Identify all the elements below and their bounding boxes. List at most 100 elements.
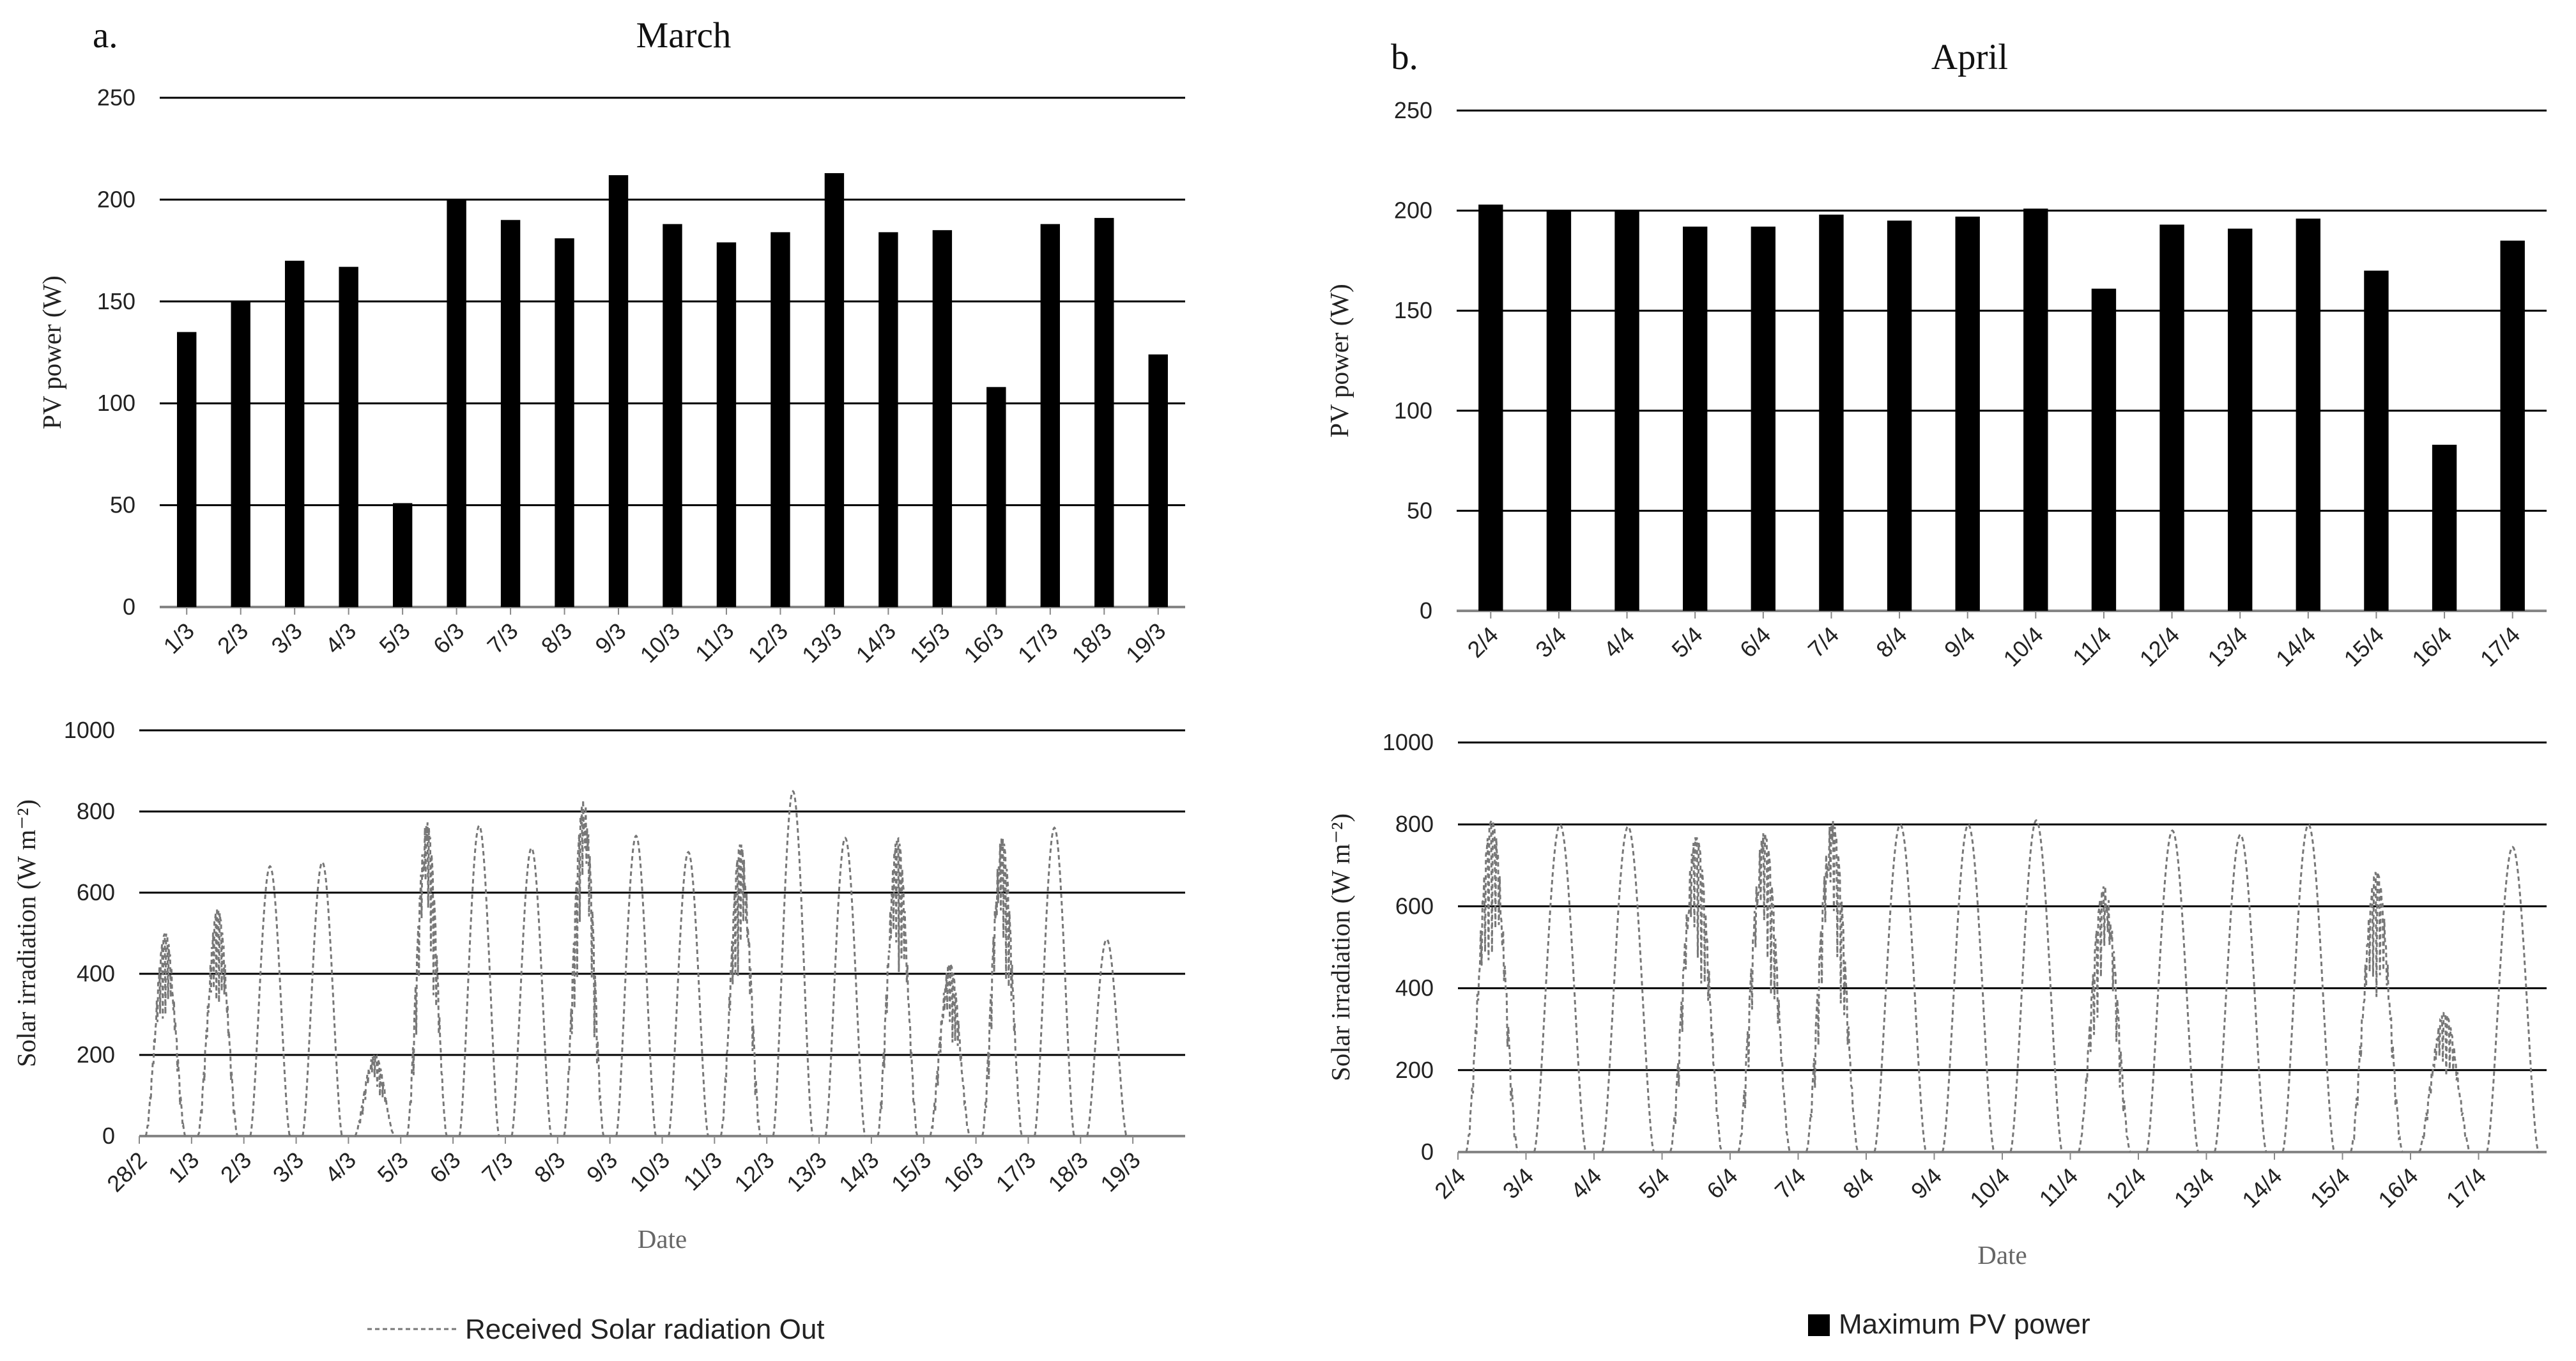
b-bars-bar (1614, 210, 1639, 611)
b-bars-bar (1955, 216, 1980, 611)
b-bars-bar (2364, 270, 2389, 611)
b-irr-x-tick-label: 5/4 (1634, 1163, 1675, 1204)
a-bars-x-tick-label: 11/3 (690, 618, 739, 667)
b-bars-x-tick-label: 7/4 (1803, 622, 1844, 663)
legend-line-label: Received Solar radiation Out (465, 1314, 825, 1345)
b-bars-y-axis-label: PV power (W) (1324, 284, 1354, 438)
b-bars-bar (2500, 240, 2525, 611)
a-irr-daily-irradiation-line (354, 1054, 395, 1137)
a-irr-daily-irradiation-line (772, 790, 814, 1137)
b-irr-daily-irradiation-line (2485, 845, 2540, 1153)
b-irr-x-tick-label: 11/4 (2034, 1163, 2083, 1212)
a-irr-y-tick-label: 0 (102, 1123, 115, 1149)
b-irr-daily-irradiation-line (1941, 823, 1995, 1153)
b-irr-x-tick-label: 13/4 (2169, 1163, 2220, 1213)
a-bars-bar (231, 301, 250, 607)
a-irr-daily-irradiation-line (563, 800, 605, 1137)
b-irr-x-tick-label: 6/4 (1701, 1163, 1742, 1204)
b-bars-x-tick-label: 6/4 (1735, 622, 1775, 663)
a-irr-x-tick-label: 19/3 (1095, 1147, 1146, 1197)
a-bars-bar (284, 261, 305, 607)
march-pv-bar-chart: 0 50 100 150 200 250 PV power (W) 1/3 2/3 3/3 4/3 5… (37, 84, 1185, 668)
a-irr-daily-irradiation-line (981, 838, 1023, 1137)
b-bars-bar (2159, 224, 2184, 611)
a-bars-y-tick-label: 150 (97, 288, 135, 314)
march-irradiation-line-chart: 0 200 400 600 800 1000 Solar irradiation (W m⁻… (12, 717, 1185, 1254)
b-irr-daily-irradiation-line (1805, 820, 1859, 1153)
a-irr-x-tick-label: 18/3 (1043, 1147, 1093, 1197)
b-bars-y-tick-label: 150 (1394, 297, 1432, 323)
b-irr-x-tick-label: 16/4 (2373, 1163, 2423, 1213)
a-bars-x-tick-label: 16/3 (958, 618, 1009, 668)
b-bars-bar (1819, 214, 1844, 611)
b-irr-daily-irradiation-line (2418, 1011, 2471, 1153)
b-bars-bar (2432, 445, 2457, 611)
b-irr-x-tick-label: 9/4 (1906, 1163, 1947, 1204)
a-bars-bar (1094, 218, 1114, 607)
b-bars-bar (1478, 204, 1503, 611)
b-irr-y-tick-label: 800 (1395, 811, 1434, 837)
b-irr-daily-irradiation-line (1669, 837, 1723, 1153)
a-irr-y-tick-label: 1000 (64, 717, 115, 743)
a-irr-y-tick-label: 400 (77, 960, 115, 987)
b-irr-x-tick-label: 10/4 (1965, 1163, 2015, 1213)
a-irr-x-tick-label: 9/3 (581, 1147, 622, 1188)
b-bars-x-tick-label: 8/4 (1871, 622, 1912, 663)
b-bars-x-tick-label: 10/4 (1998, 622, 2048, 672)
a-bars-x-tick-label: 18/3 (1066, 618, 1117, 668)
b-bars-bar (2227, 228, 2253, 611)
b-irr-y-tick-label: 400 (1395, 975, 1434, 1001)
a-bars-bar (716, 242, 737, 607)
b-irr-daily-irradiation-line (1533, 823, 1587, 1153)
a-irr-y-tick-label: 600 (77, 879, 115, 905)
b-bars-y-tick-label: 50 (1407, 497, 1432, 523)
a-bars-bar (1148, 354, 1168, 607)
b-bars-x-tick-label: 4/4 (1598, 622, 1639, 663)
april-irradiation-line-chart: 0 200 400 600 800 1000 Solar irradiation (W m⁻… (1326, 729, 2547, 1270)
a-bars-bar (447, 199, 466, 607)
b-irr-x-tick-label: 7/4 (1770, 1163, 1811, 1204)
a-irr-daily-irradiation-line (144, 933, 187, 1137)
b-irr-x-tick-label: 4/4 (1565, 1163, 1606, 1204)
b-bars-bar (2091, 288, 2117, 611)
a-irr-daily-irradiation-line (301, 861, 344, 1137)
b-bars-x-tick-label: 2/4 (1462, 622, 1503, 663)
b-irr-daily-irradiation-line (2009, 819, 2064, 1153)
a-irr-daily-irradiation-line (877, 836, 919, 1137)
a-bars-x-tick-label: 14/3 (851, 618, 901, 668)
a-bars-x-tick-label: 17/3 (1013, 618, 1063, 668)
a-irr-x-tick-label: 28/2 (102, 1147, 152, 1197)
a-irr-daily-irradiation-line (1085, 938, 1128, 1137)
b-irr-x-tick-label: 12/4 (2101, 1163, 2151, 1213)
a-bars-bar (608, 175, 629, 607)
a-bars-y-axis-label: PV power (W) (37, 275, 66, 429)
b-bars-bar (1546, 210, 1572, 611)
a-irr-x-tick-label: 15/3 (886, 1147, 937, 1197)
a-irr-daily-irradiation-line (197, 907, 239, 1137)
a-bars-x-tick-label: 6/3 (428, 618, 469, 659)
a-irr-x-tick-label: 2/3 (215, 1147, 256, 1188)
b-irr-x-tick-label: 17/4 (2441, 1163, 2492, 1213)
b-bars-x-tick-label: 3/4 (1530, 622, 1571, 663)
b-irr-daily-irradiation-line (1737, 833, 1791, 1153)
a-bars-x-tick-label: 1/3 (158, 618, 199, 659)
b-irr-daily-irradiation-line (2213, 833, 2267, 1153)
a-irr-x-axis-label: Date (638, 1224, 687, 1254)
a-bars-x-tick-label: 4/3 (320, 618, 361, 659)
b-bars-x-tick-label: 12/4 (2135, 622, 2185, 672)
a-irr-daily-irradiation-line (510, 847, 553, 1137)
a-bars-bar (986, 387, 1006, 607)
a-bars-x-tick-label: 7/3 (482, 618, 523, 659)
b-bars-bar (1751, 226, 1776, 611)
a-bars-x-tick-label: 10/3 (635, 618, 686, 668)
b-bars-x-tick-label: 5/4 (1666, 622, 1707, 663)
b-bars-x-tick-label: 14/4 (2271, 622, 2321, 672)
a-bars-bar (932, 230, 953, 608)
b-bars-bar (2023, 208, 2048, 611)
panel-label-b: b. (1391, 37, 1418, 77)
a-bars-bar (770, 232, 790, 608)
b-irr-x-tick-label: 14/4 (2237, 1163, 2287, 1213)
b-irr-x-tick-label: 8/4 (1837, 1163, 1878, 1204)
a-irr-x-tick-label: 7/3 (477, 1147, 518, 1188)
a-irr-x-tick-label: 8/3 (529, 1147, 570, 1188)
